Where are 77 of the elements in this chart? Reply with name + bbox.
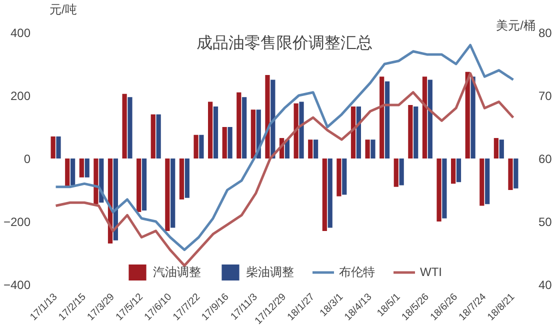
bar (394, 158, 398, 187)
bar (451, 158, 456, 184)
bar (208, 102, 213, 158)
bar (328, 158, 332, 228)
y2-tick-label: 70 (538, 89, 552, 103)
bar (384, 81, 390, 158)
bar (313, 140, 318, 158)
bar (456, 158, 462, 182)
bar (56, 136, 61, 158)
bar (336, 158, 342, 196)
line-series (54, 72, 514, 267)
bar (199, 134, 204, 158)
legend-label: 布伦特 (339, 264, 375, 280)
bar (308, 140, 313, 158)
bar (236, 92, 242, 158)
bar (213, 106, 218, 158)
bar (70, 158, 76, 186)
bar (265, 75, 270, 158)
bar (428, 80, 432, 158)
y2-axis-title: 美元/桶 (496, 18, 536, 32)
bar (442, 158, 447, 218)
bar (142, 158, 147, 210)
bar (65, 158, 70, 187)
legend-label: 汽油调整 (153, 264, 201, 280)
bar (294, 103, 298, 158)
bar (228, 127, 232, 158)
y2-tick-label: 50 (538, 215, 552, 229)
bar (250, 110, 256, 158)
bar (50, 136, 56, 158)
bar (499, 140, 504, 158)
bar (494, 138, 499, 158)
bar (184, 158, 190, 198)
bar (128, 97, 132, 158)
bar (414, 106, 418, 158)
bar (79, 158, 84, 178)
bar (470, 76, 476, 158)
bar (508, 158, 513, 190)
legend-label: WTI (420, 265, 442, 279)
y2-tick-label: 40 (538, 278, 552, 292)
y2-tick-label: 60 (538, 152, 552, 166)
bar (242, 97, 247, 158)
bar (485, 158, 490, 204)
bar (136, 158, 142, 212)
bar (84, 158, 90, 178)
bar (422, 76, 428, 158)
y-tick-label: −400 (3, 278, 31, 292)
bar (156, 114, 161, 158)
bar (365, 140, 370, 158)
bar (350, 106, 356, 158)
legend-label: 柴油调整 (246, 264, 294, 280)
y2-tick-label: 80 (538, 26, 552, 40)
bar (514, 158, 518, 188)
bar (408, 104, 413, 158)
bar (436, 158, 442, 222)
bar (179, 158, 184, 200)
bar (399, 158, 404, 186)
y-tick-label: −200 (3, 215, 31, 229)
bar (322, 158, 327, 231)
bar (356, 106, 361, 158)
bar (465, 72, 470, 158)
y-tick-label: 400 (10, 26, 31, 40)
y-tick-label: 0 (24, 152, 31, 166)
bar (380, 76, 384, 158)
bar (170, 158, 176, 228)
bar (165, 158, 170, 231)
y-axis-title: 元/吨 (50, 2, 77, 16)
bar (150, 114, 156, 158)
bar (194, 134, 198, 158)
bar (370, 140, 376, 158)
bar (94, 158, 98, 204)
bar (480, 158, 484, 206)
bar (122, 94, 127, 158)
y-tick-label: 200 (10, 89, 31, 103)
chart-title: 成品油零售限价调整汇总 (196, 34, 372, 52)
bar (222, 127, 227, 158)
bar (342, 158, 347, 195)
bar (299, 102, 304, 158)
